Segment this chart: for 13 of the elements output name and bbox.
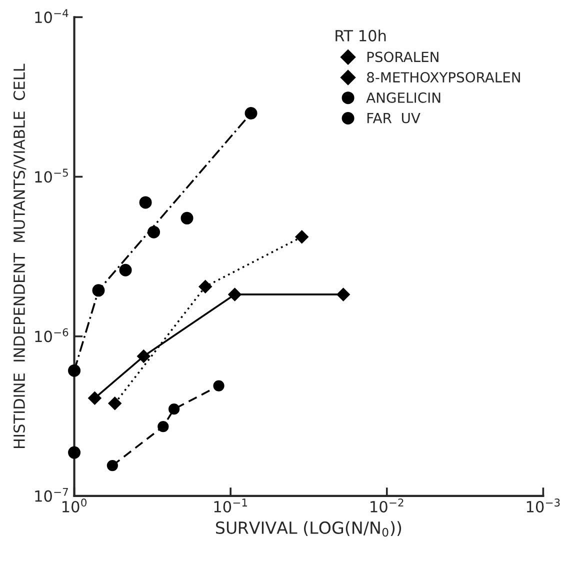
y-axis-title: HISTIDINE INDEPENDENT MUTANTS/VIABLE CELL — [13, 64, 26, 448]
y-tick-label: 10$^{−6}$ — [35, 328, 68, 342]
legend-label: ANGELICIN — [366, 92, 440, 103]
y-tick-label: 10$^{−5}$ — [35, 168, 68, 183]
x-axis-title: SURVIVAL (LOG(N/N$_{0}$)) — [216, 521, 402, 537]
legend-label: PSORALEN — [367, 52, 438, 62]
legend-label: 8-METHOXYPSORALEN — [367, 72, 520, 83]
x-tick-label: 10$^{−1}$ — [214, 498, 247, 513]
legend-label: FAR UV — [367, 112, 420, 124]
x-tick-label: 10$^{−3}$ — [526, 498, 560, 512]
y-tick-label: 10$^{−4}$ — [35, 9, 68, 24]
legend-title: RT 10h — [336, 30, 386, 42]
x-tick-label: 10$^{−2}$ — [370, 498, 404, 512]
